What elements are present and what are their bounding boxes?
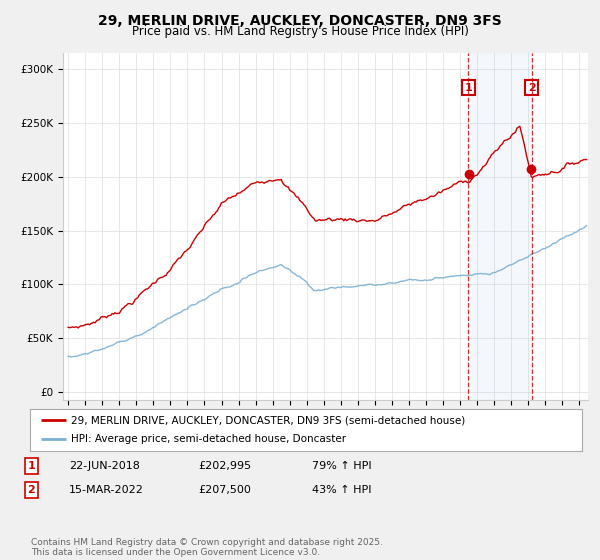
Text: 29, MERLIN DRIVE, AUCKLEY, DONCASTER, DN9 3FS: 29, MERLIN DRIVE, AUCKLEY, DONCASTER, DN… [98, 14, 502, 28]
Text: 2: 2 [528, 82, 536, 92]
Text: £207,500: £207,500 [198, 485, 251, 495]
Text: £202,995: £202,995 [198, 461, 251, 471]
Text: 2: 2 [28, 485, 35, 495]
Text: 22-JUN-2018: 22-JUN-2018 [69, 461, 140, 471]
Bar [468, 53, 532, 400]
Text: 1: 1 [28, 461, 35, 471]
Text: 1: 1 [464, 82, 472, 92]
Text: Contains HM Land Registry data © Crown copyright and database right 2025.
This d: Contains HM Land Registry data © Crown c… [31, 538, 383, 557]
Text: 43% ↑ HPI: 43% ↑ HPI [312, 485, 371, 495]
Text: 15-MAR-2022: 15-MAR-2022 [69, 485, 144, 495]
Text: Price paid vs. HM Land Registry's House Price Index (HPI): Price paid vs. HM Land Registry's House … [131, 25, 469, 38]
Text: HPI: Average price, semi-detached house, Doncaster: HPI: Average price, semi-detached house,… [71, 435, 347, 445]
Text: 29, MERLIN DRIVE, AUCKLEY, DONCASTER, DN9 3FS (semi-detached house): 29, MERLIN DRIVE, AUCKLEY, DONCASTER, DN… [71, 415, 466, 425]
Text: 79% ↑ HPI: 79% ↑ HPI [312, 461, 371, 471]
